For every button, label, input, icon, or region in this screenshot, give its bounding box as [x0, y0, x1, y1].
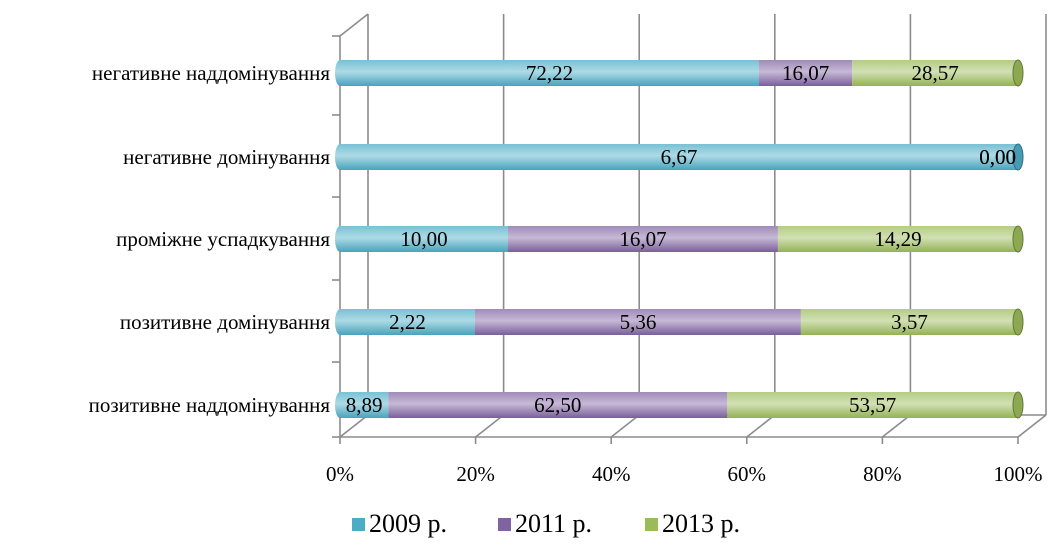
data-label: 28,57 [911, 61, 958, 85]
data-label: 72,22 [526, 61, 573, 85]
legend-label: 2013 р. [662, 509, 740, 538]
bar-segment [777, 226, 1018, 252]
category-label: негативне наддомінування [92, 61, 330, 85]
data-label: 6,67 [661, 145, 698, 169]
bar-cap-right [1012, 143, 1024, 171]
data-label: 2,22 [389, 310, 426, 334]
data-label: 8,89 [346, 393, 383, 417]
x-tick-label: 0% [326, 462, 354, 486]
bar-cap-left [335, 226, 345, 252]
bar-segment [727, 392, 1018, 418]
x-tick-label: 100% [994, 462, 1043, 486]
legend: 2009 р. 2011 р. 2013 р. [352, 509, 740, 538]
data-label: 62,50 [534, 393, 581, 417]
floor-gridline [610, 414, 640, 438]
floor-gridline [475, 414, 505, 438]
bar-segment [759, 60, 853, 86]
legend-swatch [352, 518, 365, 531]
bar-cap-right [1012, 59, 1024, 87]
bar-segment [340, 60, 760, 86]
data-label: 5,36 [620, 310, 657, 334]
x-tick-label: 80% [863, 462, 902, 486]
bar-segment [340, 226, 508, 252]
legend-swatch [498, 518, 511, 531]
bar-cap-left [335, 60, 345, 86]
data-label: 53,57 [849, 393, 896, 417]
bar-cap-right [1012, 308, 1024, 336]
bar-segment [340, 144, 1018, 170]
legend-swatch [645, 518, 658, 531]
category-label: позитивне домінування [120, 310, 330, 334]
bar-cap-left [335, 144, 345, 170]
y-axis-depth [339, 13, 369, 37]
data-label: 16,07 [782, 61, 829, 85]
floor-gridline [1017, 414, 1047, 438]
bars-layer [335, 59, 1024, 419]
data-label: 14,29 [874, 227, 921, 251]
bar-cap-left [335, 392, 345, 418]
bar-segment [507, 226, 778, 252]
data-label: 10,00 [400, 227, 447, 251]
category-label: проміжне успадкування [116, 227, 330, 251]
bar-segment [340, 309, 475, 335]
bar-cap-right [1012, 391, 1024, 419]
data-label: 0,00 [979, 145, 1016, 169]
floor-gridline [746, 414, 776, 438]
category-label: негативне домінування [123, 145, 330, 169]
legend-label: 2009 р. [369, 509, 447, 538]
bar-segment [474, 309, 801, 335]
x-tick-label: 60% [728, 462, 767, 486]
floor-gridline [881, 414, 911, 438]
x-tick-label: 40% [592, 462, 631, 486]
data-label: 16,07 [619, 227, 666, 251]
data-label: 3,57 [891, 310, 928, 334]
bar-segment [800, 309, 1018, 335]
bar-segment [388, 392, 728, 418]
bar-segment [340, 392, 389, 418]
labels-layer: 0% 20% 40% 60% 80% 100% негативне наддомінуван… [89, 61, 1043, 486]
bar-cap-left [335, 309, 345, 335]
data-label: 0,00 [979, 145, 1016, 169]
legend-label: 2011 р. [515, 509, 592, 538]
bar-cap-right [1012, 225, 1024, 253]
category-label: позитивне наддомінування [89, 393, 331, 417]
x-tick-label: 20% [456, 462, 495, 486]
bar-segment [852, 60, 1018, 86]
floor-gridline [339, 414, 369, 438]
